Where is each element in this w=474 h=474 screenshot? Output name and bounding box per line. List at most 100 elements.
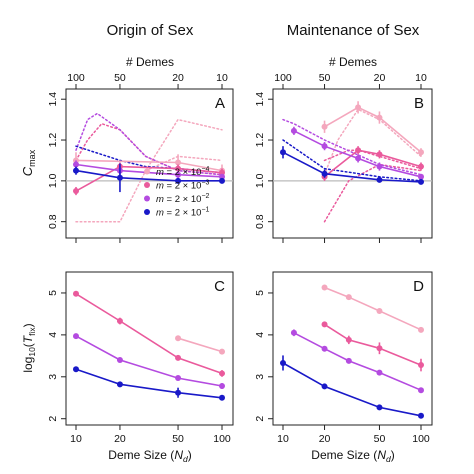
data-point-m_2e-2 <box>116 357 123 364</box>
x-title-close: ) <box>188 448 192 462</box>
tfix-open: ( <box>21 343 35 347</box>
y-axis-title-cmax: Cmax <box>20 149 37 176</box>
series-line-m_2e-1 <box>282 151 422 183</box>
y-tick-label: 0.8 <box>254 214 266 229</box>
tfix-close: ) <box>21 323 35 327</box>
x-tick-label: 50 <box>172 433 184 445</box>
series-line-m_2e-1 <box>75 368 223 399</box>
data-point-m_2e-2 <box>175 171 182 178</box>
data-point-m_2e-3 <box>219 370 225 377</box>
series-line-m_2e-3 <box>324 149 422 178</box>
panel-letter: A <box>215 95 225 112</box>
data-point-m_2e-2 <box>418 173 424 180</box>
data-point-m_2e-2 <box>73 161 79 168</box>
legend-label: m = 2 × 10−2 <box>156 193 210 205</box>
top-tick-label: 100 <box>67 72 85 84</box>
panel-letter: B <box>414 95 424 112</box>
data-point-m_2e-1 <box>280 359 286 366</box>
column-title-origin: Origin of Sex <box>107 22 194 39</box>
legend-m: m <box>156 181 164 192</box>
data-point-m_2e-3 <box>345 336 352 343</box>
top-axis-title-left: # Demes <box>126 55 174 69</box>
legend-m: m <box>156 167 164 178</box>
legend-eq: = 2 × 10 <box>164 181 202 192</box>
top-tick-label: 100 <box>274 72 292 84</box>
legend-eq: = 2 × 10 <box>164 194 202 205</box>
legend-exponent: −1 <box>201 207 209 214</box>
data-point-m_2e-1 <box>116 174 123 181</box>
x-title-symbol: N <box>174 448 183 462</box>
data-point-m_2e-2 <box>290 127 297 134</box>
data-point-m_2e-3 <box>355 147 362 154</box>
top-tick-label: 20 <box>374 72 386 84</box>
x-tick-label: 50 <box>374 433 386 445</box>
data-point-m_2e-4 <box>418 326 424 333</box>
tfix-prefix: log <box>21 357 35 373</box>
legend-marker-m_2e-2 <box>144 195 150 202</box>
series-line-m_2e-4 <box>324 106 422 153</box>
legend-label: m = 2 × 10−3 <box>156 180 210 192</box>
x-tick-label: 10 <box>70 433 82 445</box>
data-point-m_2e-2 <box>418 387 424 394</box>
legend-marker-m_2e-3 <box>144 182 150 188</box>
y-tick-label: 5 <box>47 290 59 296</box>
series-line-m_2e-4 <box>324 286 422 331</box>
cmax-symbol: C <box>20 166 35 176</box>
x-title-close: ) <box>391 448 395 462</box>
top-tick-label: 10 <box>216 72 228 84</box>
series-line-m_2e-3 <box>324 323 422 366</box>
panel-a: A 0.8 1.0 1.2 1.4 100 50 20 10 <box>47 72 234 243</box>
legend-exponent: −4 <box>201 166 209 173</box>
series-line-m_2e-3 <box>75 165 223 192</box>
y-tick-label: 4 <box>47 332 59 338</box>
data-point-m_2e-3 <box>376 345 383 352</box>
data-point-m_2e-4 <box>321 284 328 291</box>
y-tick-label: 1.4 <box>254 92 266 107</box>
panel-letter: C <box>214 278 225 295</box>
x-title-subscript: d <box>183 454 188 464</box>
data-point-m_2e-2 <box>376 163 383 170</box>
data-point-m_2e-1 <box>376 176 383 183</box>
data-point-m_2e-1 <box>219 177 225 184</box>
legend-exponent: −3 <box>201 180 209 187</box>
cmax-subscript: max <box>27 149 37 167</box>
top-tick-label: 50 <box>319 72 331 84</box>
data-point-m_2e-2 <box>175 375 182 382</box>
panel-d: D 2 3 4 5 10 20 50 100 <box>254 271 433 445</box>
legend-marker-m_2e-4 <box>144 168 150 175</box>
dotted-curve-m_2e-4 <box>323 108 422 176</box>
data-point-m_2e-1 <box>116 381 123 388</box>
series-line-m_2e-4 <box>177 337 223 353</box>
data-point-m_2e-1 <box>321 170 328 177</box>
series-line-m_2e-2 <box>293 332 422 391</box>
data-point-m_2e-1 <box>321 383 328 390</box>
dotted-curve-m_2e-2 <box>282 118 422 176</box>
data-point-m_2e-3 <box>321 321 328 328</box>
column-title-maintenance: Maintenance of Sex <box>287 22 420 39</box>
panel-frame <box>272 88 433 239</box>
data-point-m_2e-1 <box>418 178 424 185</box>
x-title-subscript: d <box>386 454 391 464</box>
y-tick-label: 4 <box>254 332 266 338</box>
y-tick-label: 1.0 <box>254 173 266 188</box>
data-point-m_2e-4 <box>376 307 383 314</box>
legend-eq: = 2 × 10 <box>164 208 202 219</box>
data-point-m_2e-1 <box>73 167 79 174</box>
x-axis-title-left: Deme Size (Nd) <box>108 448 191 464</box>
panel-letter: D <box>413 278 424 295</box>
y-axis-title-tfix: log10(Tfix) <box>21 323 37 372</box>
x-tick-label: 100 <box>213 433 231 445</box>
x-tick-label: 20 <box>319 433 331 445</box>
data-point-m_2e-3 <box>73 290 79 297</box>
legend-m: m <box>156 208 164 219</box>
data-point-m_2e-2 <box>219 383 225 390</box>
data-point-m_2e-1 <box>73 366 79 373</box>
tfix-subscript: fix <box>27 327 37 336</box>
data-point-m_2e-3 <box>376 151 383 158</box>
data-point-m_2e-3 <box>116 318 123 325</box>
y-tick-label: 2 <box>254 416 266 422</box>
y-tick-label: 1.2 <box>47 133 59 148</box>
x-title-text: Deme Size ( <box>108 448 174 462</box>
series-line-m_2e-2 <box>75 335 223 387</box>
top-tick-label: 10 <box>415 72 427 84</box>
